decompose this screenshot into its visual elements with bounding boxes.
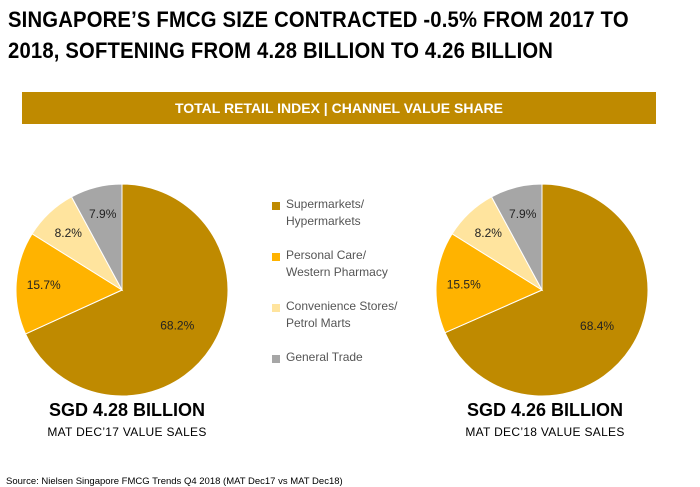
pie-label-general-trade: 7.9% (509, 207, 537, 221)
pie-label-convenience: 8.2% (55, 226, 83, 240)
legend-label: Personal Care/ (286, 248, 367, 262)
pie-slice-general-trade (490, 183, 543, 291)
pie-label-supermarkets: 68.4% (580, 319, 614, 333)
total-2018: SGD 4.26 BILLION (466, 400, 624, 420)
pie-chart-2018: 68.4% 15.5% 8.2% 7.9% (422, 170, 662, 410)
legend-item-general-trade: General Trade (272, 349, 422, 366)
legend-label: Petrol Marts (286, 316, 351, 330)
period-2018: MAT DEC’18 VALUE SALES (465, 425, 625, 439)
pie-label-general-trade: 7.9% (89, 207, 117, 221)
pie-label-supermarkets: 68.2% (160, 319, 194, 333)
total-2017: SGD 4.28 BILLION (48, 400, 206, 420)
legend-item-personal-care: Personal Care/ Western Pharmacy (272, 247, 422, 281)
pie-chart-2018-svg: 68.4% 15.5% 8.2% 7.9% (435, 183, 649, 397)
legend-swatch-convenience (272, 304, 280, 312)
legend-item-supermarkets: Supermarkets/ Hypermarkets (272, 196, 422, 230)
legend: Supermarkets/ Hypermarkets Personal Care… (272, 196, 422, 366)
source-note: Source: Nielsen Singapore FMCG Trends Q4… (6, 476, 343, 487)
page-title-line-2: 2018, SOFTENING FROM 4.28 BILLION TO 4.2… (8, 38, 554, 63)
period-2017: MAT DEC’17 VALUE SALES (47, 425, 207, 439)
pie-chart-2017: 68.2% 15.7% 8.2% 7.9% (2, 170, 242, 410)
page-title: SINGAPORE’S FMCG SIZE CONTRACTED -0.5% F… (8, 4, 637, 66)
legend-label: Western Pharmacy (286, 265, 388, 279)
legend-label: Hypermarkets (286, 214, 361, 228)
pie-chart-2017-svg: 68.2% 15.7% 8.2% 7.9% (15, 183, 229, 397)
pie-label-personal-care: 15.5% (447, 277, 481, 291)
legend-swatch-supermarkets (272, 202, 280, 210)
pie-slice-supermarkets (24, 183, 229, 397)
page-title-line-1: SINGAPORE’S FMCG SIZE CONTRACTED -0.5% F… (8, 7, 629, 32)
section-banner: TOTAL RETAIL INDEX | CHANNEL VALUE SHARE (22, 92, 656, 124)
pie-label-personal-care: 15.7% (27, 278, 61, 292)
pie-slice-personal-care (435, 233, 544, 334)
legend-swatch-general-trade (272, 355, 280, 363)
pie-label-convenience: 8.2% (475, 226, 503, 240)
pie-slice-supermarkets (444, 183, 649, 397)
legend-item-convenience: Convenience Stores/ Petrol Marts (272, 298, 422, 332)
pie-slice-personal-care (15, 233, 124, 335)
section-banner-label: TOTAL RETAIL INDEX | CHANNEL VALUE SHARE (174, 100, 503, 116)
legend-swatch-personal-care (272, 253, 280, 261)
pie-slice-general-trade (70, 183, 123, 291)
legend-label: General Trade (286, 350, 363, 364)
legend-label: Supermarkets/ (286, 197, 365, 211)
legend-label: Convenience Stores/ (286, 299, 398, 313)
